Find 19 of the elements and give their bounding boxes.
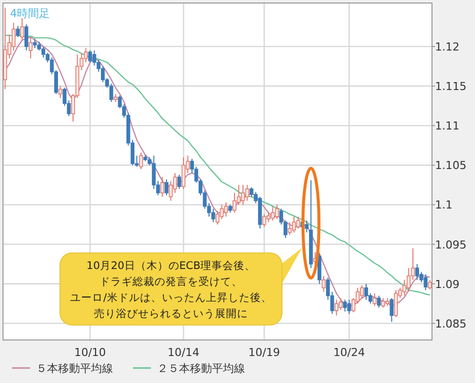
y-tick-label: 1.115: [435, 80, 466, 94]
y-tick-label: 1.11: [435, 120, 460, 133]
y-tick-label: 1.085: [435, 317, 466, 330]
annotation: ユーロ/米ドルは、いったん上昇した後、: [70, 291, 272, 304]
annotation: 売り浴びせられるという展開に: [94, 307, 248, 320]
annotation: ドラギ総裁の発言を受けて、: [100, 275, 242, 288]
legend-label: ２５本移動平均線: [157, 362, 245, 375]
x-tick-label: 10/14: [168, 346, 200, 359]
y-tick-label: 1.105: [435, 159, 466, 172]
y-tick-label: 1.095: [435, 238, 466, 252]
x-tick-label: 10/10: [74, 346, 106, 359]
annotation: 10月20日（木）のECB理事会後、: [86, 259, 256, 272]
chart-title: 4時間足: [10, 7, 50, 20]
legend-label: ５本移動平均線: [36, 362, 113, 375]
x-tick-label: 10/19: [248, 346, 280, 359]
y-tick-label: 1.12: [435, 40, 460, 54]
y-tick-label: 1.09: [435, 278, 460, 291]
x-tick-label: 10/24: [333, 346, 366, 359]
y-tick-label: 1.1: [435, 198, 452, 212]
